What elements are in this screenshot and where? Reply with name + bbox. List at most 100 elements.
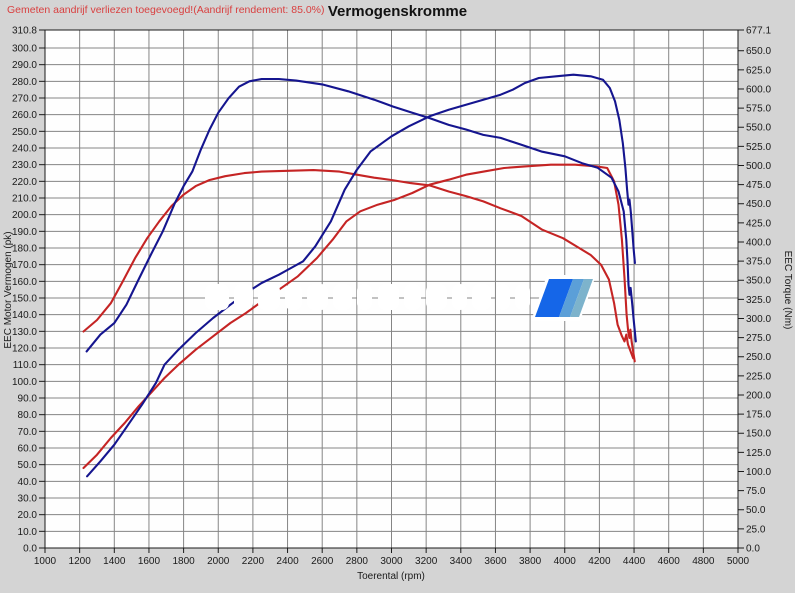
left-tick-label: 170.0: [12, 260, 37, 271]
right-tick-label: 677.1: [746, 26, 771, 37]
x-tick-label: 4400: [623, 556, 646, 567]
curve-power-original: [82, 163, 636, 470]
right-tick-label: 525.0: [746, 142, 771, 153]
left-tick-label: 300.0: [12, 44, 37, 55]
left-tick-label: 0.0: [23, 544, 37, 555]
left-tick-label: 310.8: [12, 26, 37, 37]
right-tick-label: 275.0: [746, 333, 771, 344]
curve-torque-tuned: [85, 77, 637, 353]
left-tick-label: 200.0: [12, 210, 37, 221]
x-tick-label: 2200: [242, 556, 265, 567]
right-tick-label: 100.0: [746, 467, 771, 478]
x-tick-label: 5000: [727, 556, 750, 567]
x-tick-label: 1600: [138, 556, 161, 567]
x-tick-label: 3200: [415, 556, 438, 567]
left-tick-label: 30.0: [18, 494, 38, 505]
watermark-text-erasure: [234, 284, 253, 310]
right-tick-label: 575.0: [746, 104, 771, 115]
x-tick-label: 1800: [172, 556, 195, 567]
right-tick-label: 25.0: [746, 524, 766, 535]
left-tick-label: 240.0: [12, 144, 37, 155]
x-tick-label: 3800: [519, 556, 542, 567]
right-tick-label: 450.0: [746, 199, 771, 210]
x-tick-label: 1000: [34, 556, 57, 567]
left-tick-label: 230.0: [12, 160, 37, 171]
watermark-text-erasure: [285, 284, 302, 310]
watermark-text-erasure: [307, 284, 328, 310]
left-tick-label: 180.0: [12, 244, 37, 255]
right-tick-label: 625.0: [746, 65, 771, 76]
left-tick-label: 190.0: [12, 227, 37, 238]
left-tick-label: 250.0: [12, 127, 37, 138]
chart-title: Vermogenskromme: [327, 3, 468, 20]
left-tick-label: 280.0: [12, 77, 37, 88]
left-tick-label: 140.0: [12, 310, 37, 321]
watermark-text-erasure: [378, 284, 399, 310]
left-tick-label: 60.0: [18, 444, 38, 455]
right-tick-label: 250.0: [746, 352, 771, 363]
right-tick-label: 600.0: [746, 84, 771, 95]
right-tick-label: 400.0: [746, 237, 771, 248]
watermark-text-erasure: [333, 284, 352, 310]
left-tick-label: 80.0: [18, 410, 38, 421]
x-tick-label: 4600: [658, 556, 681, 567]
curves: [82, 73, 637, 478]
curve-power-tuned: [86, 73, 636, 478]
logo-stripe: [535, 279, 573, 317]
left-tick-label: 120.0: [12, 344, 37, 355]
right-axis-title: EEC Torque (Nm): [782, 251, 793, 330]
x-tick-label: 3000: [380, 556, 403, 567]
left-tick-label: 210.0: [12, 194, 37, 205]
x-tick-label: 3400: [450, 556, 473, 567]
axis-ticks-and-labels: 310.8 300.0 290.0 280.0 270.0 260.0 250.0 240.0…: [12, 26, 771, 568]
drivetrain-loss-note: Gemeten aandrijf verliezen toegevoegd!(A…: [7, 4, 325, 16]
watermark-text-erasure: [205, 284, 229, 310]
watermark-text-erasure: [404, 284, 421, 310]
right-tick-label: 650.0: [746, 46, 771, 57]
left-tick-label: 10.0: [18, 527, 38, 538]
left-tick-label: 290.0: [12, 60, 37, 71]
right-tick-label: 175.0: [746, 410, 771, 421]
x-tick-label: 2600: [311, 556, 334, 567]
left-tick-label: 260.0: [12, 110, 37, 121]
watermark-text-erasure: [357, 284, 372, 310]
right-tick-label: 425.0: [746, 218, 771, 229]
left-tick-label: 90.0: [18, 394, 38, 405]
right-tick-label: 75.0: [746, 486, 766, 497]
x-tick-label: 2800: [346, 556, 369, 567]
left-tick-label: 40.0: [18, 477, 38, 488]
left-tick-label: 100.0: [12, 377, 37, 388]
x-tick-label: 4000: [554, 556, 577, 567]
x-tick-label: 4800: [692, 556, 715, 567]
x-axis-title: Toerental (rpm): [357, 571, 425, 582]
watermark-text-erasure: [452, 284, 467, 310]
x-tick-label: 1400: [103, 556, 126, 567]
watermark-text-erasure: [472, 284, 491, 310]
x-tick-label: 2400: [276, 556, 299, 567]
watermark-text-erasure: [426, 284, 447, 310]
watermark-text-erasure: [515, 284, 530, 310]
logo-stripe: [559, 279, 584, 317]
watermark-text-erasure: [496, 284, 510, 310]
right-tick-label: 475.0: [746, 180, 771, 191]
left-tick-label: 130.0: [12, 327, 37, 338]
x-tick-label: 3600: [484, 556, 507, 567]
watermark: [205, 275, 596, 321]
x-tick-label: 4200: [588, 556, 611, 567]
x-tick-label: 1200: [69, 556, 92, 567]
left-tick-label: 20.0: [18, 510, 38, 521]
watermark-text-erasure: [258, 284, 280, 310]
right-tick-label: 500.0: [746, 161, 771, 172]
left-tick-label: 220.0: [12, 177, 37, 188]
right-tick-label: 150.0: [746, 429, 771, 440]
right-tick-label: 50.0: [746, 505, 766, 516]
x-tick-label: 2000: [207, 556, 230, 567]
left-tick-label: 70.0: [18, 427, 38, 438]
right-tick-label: 325.0: [746, 295, 771, 306]
right-tick-label: 125.0: [746, 448, 771, 459]
left-tick-label: 110.0: [13, 360, 38, 371]
right-tick-label: 300.0: [746, 314, 771, 325]
left-tick-label: 270.0: [12, 94, 37, 105]
